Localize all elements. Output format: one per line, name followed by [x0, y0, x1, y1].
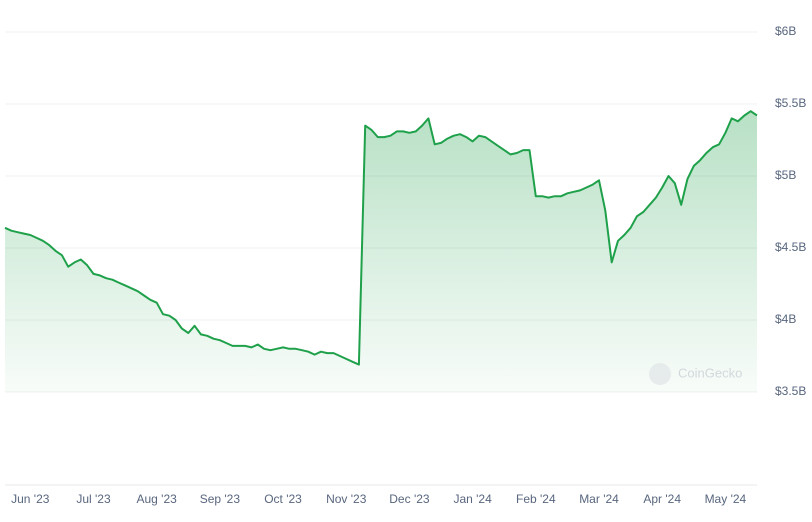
watermark-logo	[649, 363, 671, 385]
x-tick-label: Oct '23	[264, 492, 302, 506]
watermark-text: CoinGecko	[678, 365, 742, 380]
y-tick-label: $6B	[775, 24, 796, 38]
y-tick-label: $5.5B	[775, 96, 806, 110]
y-tick-label: $4B	[775, 312, 796, 326]
x-tick-label: Sep '23	[200, 492, 241, 506]
price-line	[4, 110, 758, 366]
x-tick-label: Nov '23	[326, 492, 367, 506]
y-tick-label: $3.5B	[775, 384, 806, 398]
x-tick-label: Jun '23	[11, 492, 50, 506]
area-fill	[5, 111, 757, 392]
x-tick-label: Jan '24	[453, 492, 492, 506]
y-tick-label: $5B	[775, 168, 796, 182]
watermark: CoinGecko	[649, 363, 742, 385]
x-tick-label: Jul '23	[76, 492, 111, 506]
y-tick-label: $4.5B	[775, 240, 806, 254]
x-tick-label: Aug '23	[136, 492, 177, 506]
x-tick-label: Dec '23	[389, 492, 430, 506]
x-tick-label: May '24	[705, 492, 747, 506]
x-tick-label: Apr '24	[643, 492, 681, 506]
x-tick-label: Feb '24	[516, 492, 556, 506]
x-tick-label: Mar '24	[579, 492, 619, 506]
